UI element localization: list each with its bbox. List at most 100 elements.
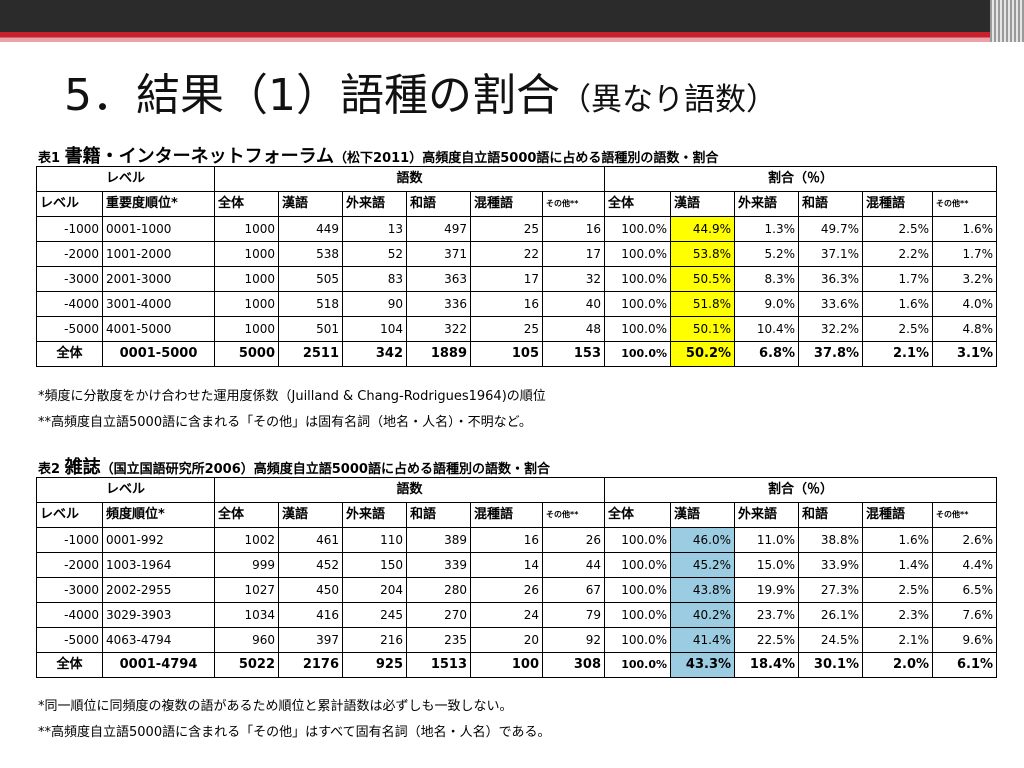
table1-cell: 501 (278, 316, 344, 342)
table2: レベル 語数 割合（％） レベル 頻度順位* 全体 漢語 外来語 和語 混種語 その他** 全体 漢語外… (35, 477, 998, 678)
table2-cell: 4063-4794 (101, 627, 216, 653)
table1-cell: 17 (542, 241, 606, 267)
table2-cell: 1034 (214, 602, 280, 628)
table2-cell: 46.0% (670, 527, 736, 553)
top-red-rule (0, 32, 1024, 42)
table2-cell: 280 (406, 577, 472, 603)
table1-column-header: その他** (542, 191, 606, 217)
table2-cell: -2000 (36, 552, 103, 578)
table1-column-header: 和語 (798, 191, 864, 217)
table2-cell: 1027 (214, 577, 280, 603)
table1-caption-prefix: 表1 (38, 151, 61, 166)
table1-cell: 10.4% (734, 316, 800, 342)
table2-cell: 2.1% (862, 627, 934, 653)
table1-cell: 2.5% (862, 216, 934, 242)
table2-column-header: 混種語 (470, 502, 544, 528)
table1-cell: 363 (406, 266, 472, 292)
table2-cell: 960 (214, 627, 280, 653)
table1-cell: 1.7% (862, 266, 934, 292)
table1-cell: 49.7% (798, 216, 864, 242)
table1-cell: 5000 (214, 341, 280, 367)
table2-cell: 2.6% (932, 527, 998, 553)
table1-cell: 3.2% (932, 266, 998, 292)
table2-cell: 33.9% (798, 552, 864, 578)
table2-cell: 100.0% (604, 627, 672, 653)
table1-cell: 3.1% (932, 341, 998, 367)
table1-cell: 90 (342, 291, 408, 317)
table2-column-header: 漢語 (670, 502, 736, 528)
table2-cell: 216 (342, 627, 408, 653)
table1-cell: 1000 (214, 241, 280, 267)
table2-cell: -5000 (36, 627, 103, 653)
table1-cell: 100.0% (604, 316, 672, 342)
table1-cell: 1000 (214, 291, 280, 317)
table1-cell: 37.8% (798, 341, 864, 367)
table2-cell: -4000 (36, 602, 103, 628)
table1-cell: 37.1% (798, 241, 864, 267)
table1-group-level: レベル (35, 166, 216, 192)
table2-group-count: 語数 (214, 477, 606, 503)
table1-cell: 1000 (214, 216, 280, 242)
table2-cell: 150 (342, 552, 408, 578)
table2-cell: 15.0% (734, 552, 800, 578)
table2-cell: 450 (278, 577, 344, 603)
table1-cell: 153 (542, 341, 606, 367)
table2-cell: 100 (470, 652, 544, 678)
table2-cell: 30.1% (798, 652, 864, 678)
slide-title-sub: （異なり語数） (560, 82, 777, 118)
table1-cell: -1000 (36, 216, 103, 242)
table1-cell: 2.5% (862, 316, 934, 342)
table2-column-header: 外来語 (734, 502, 800, 528)
table2-table-row: -1000 0001-992 1002 461 110 389 16 26 100.0% 46.0… (36, 527, 998, 553)
table1-cell: 100.0% (604, 291, 672, 317)
table2-caption-source: 雑誌 (64, 457, 101, 478)
table1-cell: 336 (406, 291, 472, 317)
table2-cell: 397 (278, 627, 344, 653)
table2-note-1: *同一順位に同頻度の複数の語があるため順位と累計語数は必ずしも一致しない。 (38, 699, 513, 714)
table2-column-header: 和語 (406, 502, 472, 528)
table2-cell: 27.3% (798, 577, 864, 603)
table1-column-header: 外来語 (734, 191, 800, 217)
table2-cell: 9.6% (932, 627, 998, 653)
table1-cell: -4000 (36, 291, 103, 317)
table2-cell: 43.3% (670, 652, 736, 678)
table1-note-1: *頻度に分散度をかけ合わせた運用度係数（Juilland & Chang-Rod… (38, 389, 546, 404)
table1-cell: 8.3% (734, 266, 800, 292)
table1-cell: 1000 (214, 266, 280, 292)
table1-table-row: -1000 0001-1000 1000 449 13 497 25 16 100.0% 44.9… (36, 216, 998, 242)
table1-cell: 50.1% (670, 316, 736, 342)
table1-cell: 4001-5000 (101, 316, 216, 342)
table1-column-header: 全体 (604, 191, 672, 217)
table1-cell: 2.2% (862, 241, 934, 267)
table2-column-header: 和語 (798, 502, 864, 528)
table2-cell: 24 (470, 602, 544, 628)
table1-cell: 518 (278, 291, 344, 317)
table2-cell: 339 (406, 552, 472, 578)
table1-cell: 32 (542, 266, 606, 292)
table2-column-header: 頻度順位* (101, 502, 216, 528)
table2-table-row: -2000 1003-1964 999 452 150 339 14 44 100.0% 45.2… (36, 552, 998, 578)
table1-cell: 100.0% (604, 266, 672, 292)
table1-cell: 100.0% (604, 216, 672, 242)
table2-cell: 18.4% (734, 652, 800, 678)
table1-cell: 2001-3000 (101, 266, 216, 292)
table2-cell: 270 (406, 602, 472, 628)
slide-title-main: 5．結果（1）語種の割合 (64, 70, 560, 121)
table1-table-row: -2000 1001-2000 1000 538 52 371 22 17 100.0% 53.8… (36, 241, 998, 267)
table2-cell: 2.5% (862, 577, 934, 603)
table1-column-header: 漢語 (278, 191, 344, 217)
table1-cell: 104 (342, 316, 408, 342)
table1-column-header: 外来語 (342, 191, 408, 217)
table1-cell: 44.9% (670, 216, 736, 242)
table2-cell: 1.4% (862, 552, 934, 578)
table1-column-header: 和語 (406, 191, 472, 217)
table1-cell: 449 (278, 216, 344, 242)
table1-cell: 497 (406, 216, 472, 242)
table1-cell: 371 (406, 241, 472, 267)
table2-cell: 100.0% (604, 527, 672, 553)
table1-cell: 36.3% (798, 266, 864, 292)
table2-cell: 0001-4794 (101, 652, 216, 678)
table2-cell: 6.1% (932, 652, 998, 678)
table1: レベル 語数 割合（％） レベル 重要度順位* 全体 漢語 外来語 和語 混種語 その他** 全体 漢語… (35, 166, 998, 367)
table1-cell: 3001-4000 (101, 291, 216, 317)
